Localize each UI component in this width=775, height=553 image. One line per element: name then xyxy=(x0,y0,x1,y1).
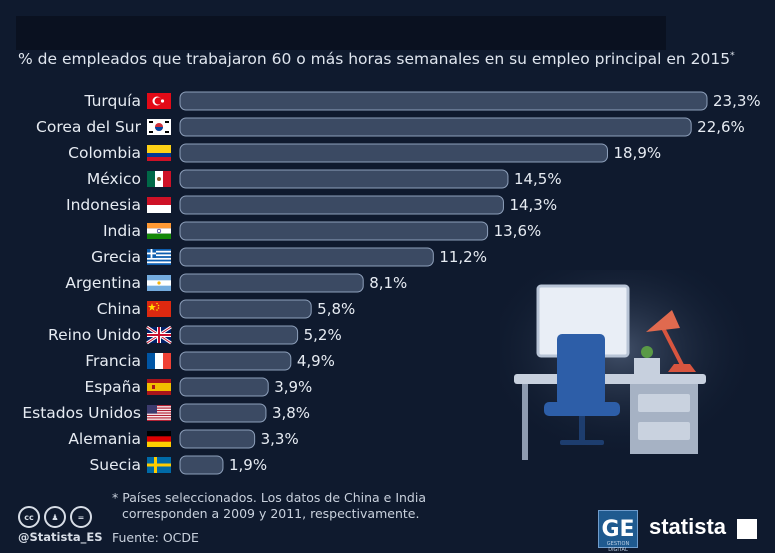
flag-china-icon xyxy=(147,301,171,317)
value-label: 14,5% xyxy=(514,170,562,188)
value-label: 3,3% xyxy=(261,430,299,448)
flag-argentina-icon xyxy=(147,275,171,291)
value-label: 18,9% xyxy=(613,144,661,162)
bar xyxy=(179,351,292,371)
category-label: Argentina xyxy=(65,274,141,292)
footnote-line-1: * Países seleccionados. Los datos de Chi… xyxy=(112,490,427,505)
chart-subtitle: % de empleados que trabajaron 60 o más h… xyxy=(18,50,735,68)
category-label: España xyxy=(84,378,141,396)
category-label: Estados Unidos xyxy=(22,404,141,422)
license-icons: cc ♟ = xyxy=(18,506,92,528)
source: Fuente: OCDE xyxy=(112,530,199,545)
bar xyxy=(179,299,312,319)
flag-greece-icon xyxy=(147,249,171,265)
value-label: 1,9% xyxy=(229,456,267,474)
category-label: Reino Unido xyxy=(48,326,141,344)
category-label: Colombia xyxy=(68,144,141,162)
bar xyxy=(179,117,692,137)
category-label: Indonesia xyxy=(66,196,141,214)
bar xyxy=(179,169,509,189)
value-label: 22,6% xyxy=(697,118,745,136)
bar xyxy=(179,195,504,215)
footnote-line-2: corresponden a 2009 y 2011, respectivame… xyxy=(122,506,420,521)
bar xyxy=(179,143,608,163)
category-label: Suecia xyxy=(89,456,141,474)
bar xyxy=(179,325,299,345)
bar xyxy=(179,403,267,423)
value-label: 11,2% xyxy=(439,248,487,266)
value-label: 5,8% xyxy=(317,300,355,318)
title-band xyxy=(16,16,666,50)
value-label: 4,9% xyxy=(297,352,335,370)
value-label: 13,6% xyxy=(494,222,542,240)
bar xyxy=(179,221,489,241)
partner-logo-caption: GESTION DIGITAL xyxy=(606,541,630,553)
category-label: China xyxy=(97,300,141,318)
flag-south-korea-icon xyxy=(147,119,171,135)
flag-colombia-icon xyxy=(147,145,171,161)
attribution-icon: ♟ xyxy=(44,506,66,528)
statista-brand[interactable]: statista xyxy=(649,514,727,539)
flag-france-icon xyxy=(147,353,171,369)
category-label: Francia xyxy=(85,352,141,370)
bar xyxy=(179,429,256,449)
bar-chart: Turquía 23,3% Corea del Sur 22,6% Colombia 18… xyxy=(22,91,761,475)
flag-united-kingdom-icon xyxy=(146,325,172,345)
partner-logo: GE xyxy=(598,510,638,548)
bar xyxy=(179,273,364,293)
no-derivatives-icon: = xyxy=(70,506,92,528)
flag-united-states-icon xyxy=(147,405,171,421)
category-label: Alemania xyxy=(68,430,141,448)
value-label: 3,8% xyxy=(272,404,310,422)
value-label: 8,1% xyxy=(369,274,407,292)
bar xyxy=(179,377,269,397)
category-label: Grecia xyxy=(91,248,141,266)
value-label: 23,3% xyxy=(713,92,761,110)
social-handle[interactable]: @Statista_ES xyxy=(18,530,103,544)
desk-illustration xyxy=(500,270,760,460)
flag-sweden-icon xyxy=(147,457,171,473)
flag-indonesia-icon xyxy=(147,197,171,213)
footnote: * Países seleccionados. Los datos de Chi… xyxy=(112,490,426,522)
creative-commons-icon: cc xyxy=(18,506,40,528)
flag-turkey-icon xyxy=(147,93,171,109)
value-label: 3,9% xyxy=(274,378,312,396)
category-label: India xyxy=(103,222,141,240)
bar xyxy=(179,455,224,475)
value-label: 5,2% xyxy=(304,326,342,344)
flag-germany-icon xyxy=(147,431,171,447)
category-label: México xyxy=(87,170,141,188)
statista-logo-icon xyxy=(737,519,757,539)
flag-spain-icon xyxy=(147,379,171,395)
bar xyxy=(179,91,708,111)
bar xyxy=(179,247,434,267)
category-label: Corea del Sur xyxy=(36,118,142,136)
value-label: 14,3% xyxy=(509,196,557,214)
flag-india-icon xyxy=(147,223,171,239)
category-label: Turquía xyxy=(83,92,141,110)
flag-mexico-icon xyxy=(147,171,171,187)
